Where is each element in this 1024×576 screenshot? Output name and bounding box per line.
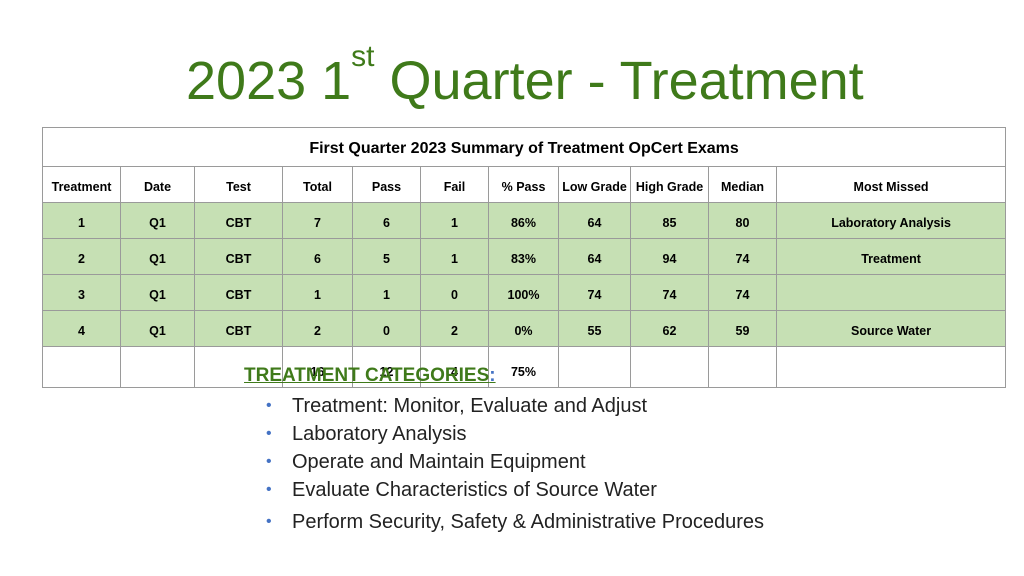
- total-cell-test: [194, 346, 283, 388]
- cell-most-missed: [775, 274, 1007, 311]
- column-header-low-grade: Low Grade: [558, 166, 631, 203]
- table-caption: First Quarter 2023 Summary of Treatment …: [41, 127, 1007, 167]
- cell-fail: 1: [420, 238, 489, 275]
- cell-fail: 2: [420, 310, 489, 347]
- cell-most-missed: Laboratory Analysis: [775, 202, 1007, 239]
- table-row: 3 Q1 CBT 1 1 0 100% 74 74 74: [42, 274, 1007, 311]
- column-header-most-missed: Most Missed: [775, 166, 1007, 203]
- cell-total: 2: [282, 310, 353, 347]
- title-superscript: st: [351, 40, 375, 73]
- cell-total: 6: [282, 238, 353, 275]
- cell-test: CBT: [194, 310, 283, 347]
- category-label: Perform Security, Safety & Administrativ…: [292, 511, 765, 533]
- cell-date: Q1: [120, 238, 195, 275]
- cell-test: CBT: [194, 274, 283, 311]
- list-item: • Operate and Maintain Equipment: [266, 448, 764, 476]
- cell-total: 7: [282, 202, 353, 239]
- bullet-icon: •: [266, 481, 272, 498]
- cell-median: 80: [708, 202, 777, 239]
- list-item: • Treatment: Monitor, Evaluate and Adjust: [266, 392, 764, 420]
- categories-heading: TREATMENT CATEGORIES:: [244, 362, 764, 390]
- cell-median: 59: [708, 310, 777, 347]
- cell-percent-pass: 86%: [488, 202, 559, 239]
- total-cell-date: [120, 346, 195, 388]
- cell-high-grade: 94: [630, 238, 709, 275]
- treatment-categories: TREATMENT CATEGORIES: • Treatment: Monito…: [244, 362, 764, 536]
- column-header-fail: Fail: [420, 166, 489, 203]
- column-header-pass: Pass: [352, 166, 421, 203]
- cell-treatment: 3: [42, 274, 121, 311]
- cell-percent-pass: 83%: [488, 238, 559, 275]
- slide-title: 2023 1st Quarter - Treatment: [186, 42, 864, 114]
- cell-test: CBT: [194, 238, 283, 275]
- cell-median: 74: [708, 238, 777, 275]
- cell-fail: 1: [420, 202, 489, 239]
- table-header-row: Treatment Date Test Total Pass Fail % Pa…: [42, 166, 1007, 203]
- total-cell-fail: 4: [420, 346, 489, 388]
- total-cell-low-grade: [558, 346, 631, 388]
- cell-high-grade: 85: [630, 202, 709, 239]
- column-header-treatment: Treatment: [42, 166, 121, 203]
- column-header-total: Total: [282, 166, 353, 203]
- exam-summary-table: First Quarter 2023 Summary of Treatment …: [41, 127, 1007, 388]
- bullet-icon: •: [266, 453, 272, 470]
- category-label: Laboratory Analysis: [292, 423, 467, 445]
- cell-pass: 1: [352, 274, 421, 311]
- column-header-test: Test: [194, 166, 283, 203]
- cell-most-missed: Source Water: [775, 310, 1007, 347]
- cell-treatment: 4: [42, 310, 121, 347]
- category-label: Operate and Maintain Equipment: [292, 451, 586, 473]
- table-caption-row: First Quarter 2023 Summary of Treatment …: [41, 127, 1007, 167]
- bullet-icon: •: [266, 513, 272, 530]
- table-row: 4 Q1 CBT 2 0 2 0% 55 62 59 Source Water: [42, 310, 1007, 347]
- cell-percent-pass: 0%: [488, 310, 559, 347]
- cell-low-grade: 74: [558, 274, 631, 311]
- column-header-high-grade: High Grade: [630, 166, 709, 203]
- list-item: • Perform Security, Safety & Administrati…: [266, 508, 764, 536]
- cell-pass: 0: [352, 310, 421, 347]
- cell-most-missed: Treatment: [775, 238, 1007, 275]
- column-header-percent-pass: % Pass: [488, 166, 559, 203]
- title-prefix: 2023 1: [186, 51, 352, 111]
- cell-high-grade: 62: [630, 310, 709, 347]
- cell-total: 1: [282, 274, 353, 311]
- cell-date: Q1: [120, 202, 195, 239]
- bullet-icon: •: [266, 425, 272, 442]
- total-cell-most-missed: [775, 346, 1007, 388]
- table-row: 2 Q1 CBT 6 5 1 83% 64 94 74 Treatment: [42, 238, 1007, 275]
- table-row: 1 Q1 CBT 7 6 1 86% 64 85 80 Laboratory A…: [42, 202, 1007, 239]
- cell-date: Q1: [120, 274, 195, 311]
- cell-treatment: 1: [42, 202, 121, 239]
- list-item: • Laboratory Analysis: [266, 420, 764, 448]
- cell-pass: 6: [352, 202, 421, 239]
- list-item: • Evaluate Characteristics of Source Wate…: [266, 476, 764, 504]
- category-label: Evaluate Characteristics of Source Water: [292, 479, 657, 501]
- title-suffix: Quarter - Treatment: [374, 51, 864, 111]
- cell-percent-pass: 100%: [488, 274, 559, 311]
- column-header-median: Median: [708, 166, 777, 203]
- cell-low-grade: 64: [558, 238, 631, 275]
- cell-test: CBT: [194, 202, 283, 239]
- total-cell-pass: 12: [352, 346, 421, 388]
- cell-low-grade: 55: [558, 310, 631, 347]
- categories-list: • Treatment: Monitor, Evaluate and Adjust…: [266, 392, 764, 536]
- total-cell-treatment: [42, 346, 121, 388]
- cell-pass: 5: [352, 238, 421, 275]
- cell-treatment: 2: [42, 238, 121, 275]
- cell-fail: 0: [420, 274, 489, 311]
- categories-heading-colon: :: [489, 365, 496, 386]
- cell-low-grade: 64: [558, 202, 631, 239]
- category-label: Treatment: Monitor, Evaluate and Adjust: [292, 395, 648, 417]
- column-header-date: Date: [120, 166, 195, 203]
- cell-date: Q1: [120, 310, 195, 347]
- total-cell-high-grade: [630, 346, 709, 388]
- categories-heading-text: TREATMENT CATEGORIES: [244, 365, 490, 386]
- cell-high-grade: 74: [630, 274, 709, 311]
- bullet-icon: •: [266, 397, 272, 414]
- cell-median: 74: [708, 274, 777, 311]
- table-totals-row: 16 12 4 75%: [42, 346, 1007, 388]
